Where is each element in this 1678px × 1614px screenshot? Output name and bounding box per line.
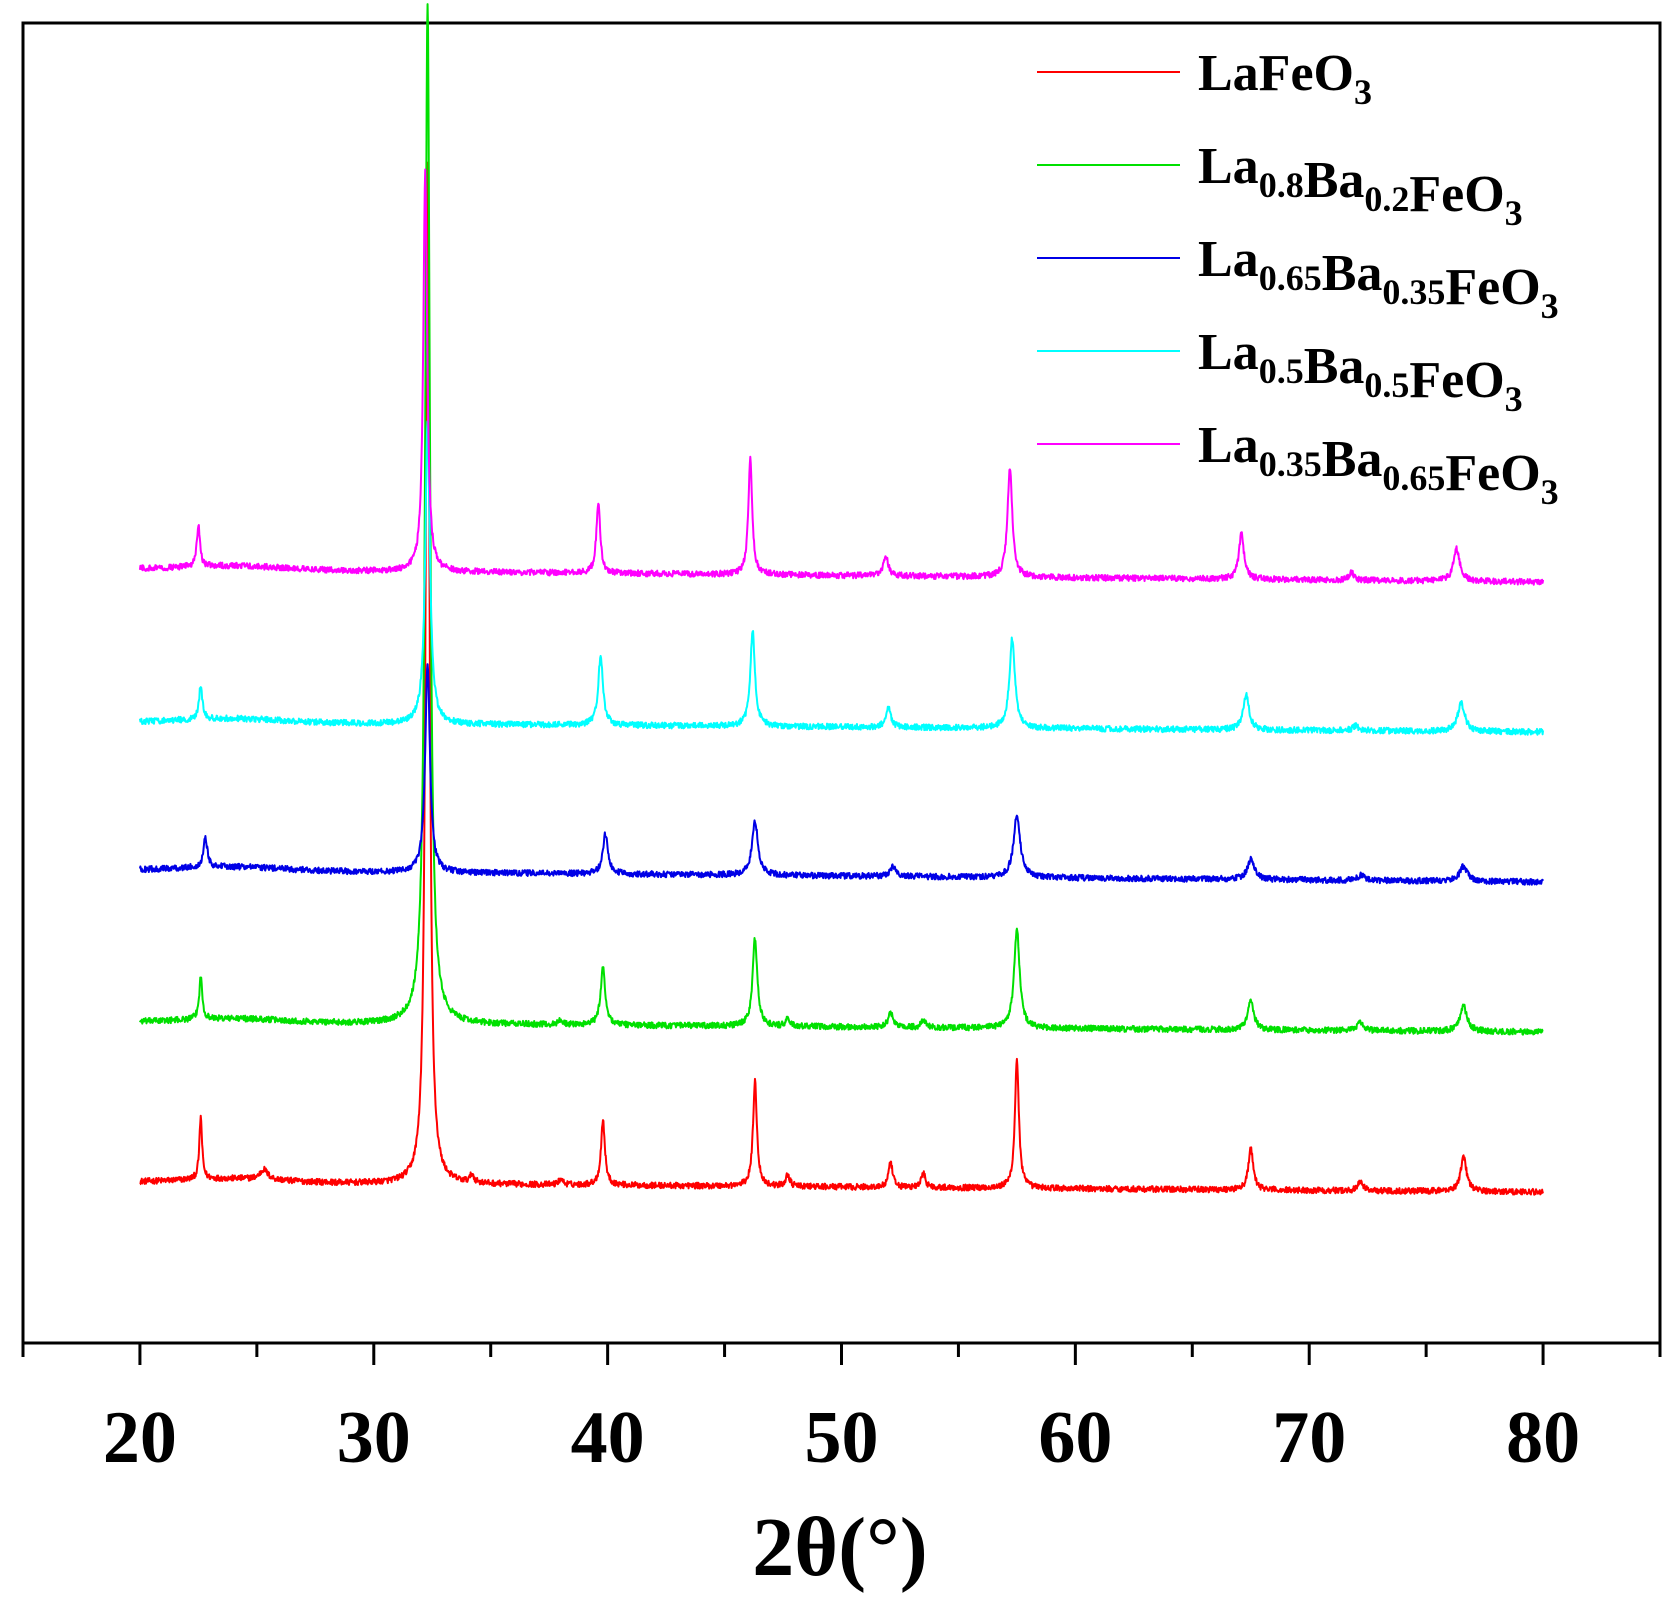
legend-label-3: La0.65Ba0.35FeO3: [1198, 231, 1559, 326]
x-axis-title: 2θ(°): [752, 1501, 927, 1594]
x-tick-label-70: 70: [1272, 1397, 1346, 1479]
legend-label-4: La0.5Ba0.5FeO3: [1198, 324, 1523, 419]
x-tick-label-60: 60: [1038, 1397, 1112, 1479]
legend-label-1: LaFeO3: [1198, 45, 1372, 112]
series-line-1: [139, 161, 1545, 1196]
x-tick-label-20: 20: [103, 1397, 177, 1479]
series-line-4: [138, 420, 1545, 736]
x-axis-tick-labels: 20 30 40 50 60 70 80: [103, 1397, 1580, 1479]
legend-label-5: La0.35Ba0.65FeO3: [1198, 417, 1559, 512]
series-line-5: [138, 168, 1545, 586]
legend-label-2: La0.8Ba0.2FeO3: [1198, 138, 1523, 233]
x-tick-label-80: 80: [1506, 1397, 1580, 1479]
x-tick-label-30: 30: [337, 1397, 411, 1479]
legend: LaFeO3La0.8Ba0.2FeO3La0.65Ba0.35FeO3La0.…: [1037, 45, 1559, 512]
x-tick-label-50: 50: [805, 1397, 879, 1479]
x-tick-label-40: 40: [571, 1397, 645, 1479]
series-line-3: [138, 663, 1544, 886]
x-axis-ticks: [21, 1343, 1662, 1365]
series-line-2: [139, 3, 1544, 1036]
series-layer: [138, 3, 1545, 1196]
